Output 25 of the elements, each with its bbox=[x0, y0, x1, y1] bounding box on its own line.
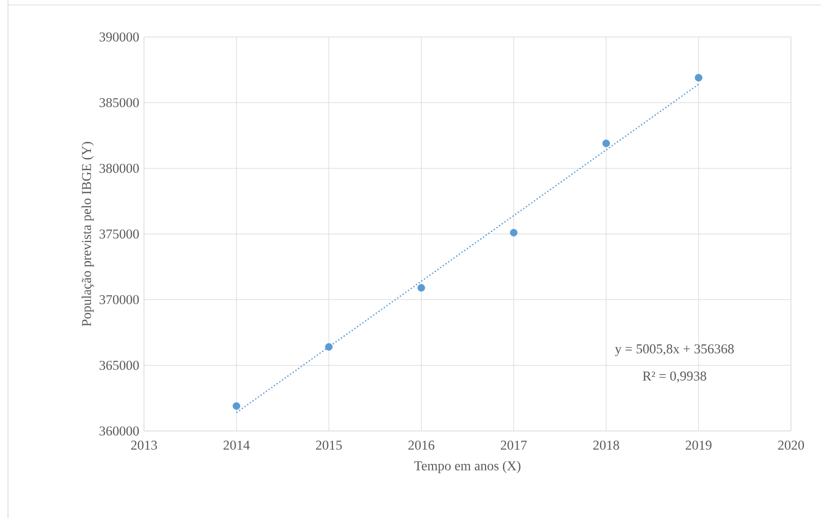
annotation: R² = 0,9938 bbox=[642, 371, 706, 383]
x-tick-label: 2014 bbox=[224, 440, 250, 450]
x-tick-label: 2017 bbox=[500, 440, 527, 450]
x-tick-label: 2015 bbox=[316, 440, 342, 450]
x-tick-label: 2013 bbox=[131, 440, 157, 450]
y-tick-label: 370000 bbox=[100, 295, 139, 304]
annotation: y = 5005,8x + 356368 bbox=[615, 344, 734, 356]
x-tick-label: 2019 bbox=[686, 440, 712, 450]
y-tick-label: 360000 bbox=[100, 426, 139, 436]
y-tick-label: 380000 bbox=[100, 164, 139, 173]
point bbox=[418, 284, 426, 292]
point bbox=[694, 74, 702, 82]
y-tick-label: 390000 bbox=[100, 32, 139, 42]
y-tick-label: 365000 bbox=[100, 360, 139, 370]
x-tick-label: 2018 bbox=[593, 440, 620, 450]
y-tick-label: 375000 bbox=[100, 229, 139, 239]
y-axis-title: População prevista pelo IBGE (Y) bbox=[82, 142, 94, 326]
point bbox=[232, 402, 240, 410]
point bbox=[325, 343, 333, 351]
point bbox=[602, 140, 610, 148]
x-tick-label: 2016 bbox=[408, 440, 434, 450]
point bbox=[510, 228, 518, 236]
x-axis-title: Tempo em anos (X) bbox=[414, 460, 520, 474]
x-tick-label: 2020 bbox=[778, 440, 804, 450]
y-tick-label: 385000 bbox=[100, 98, 139, 108]
